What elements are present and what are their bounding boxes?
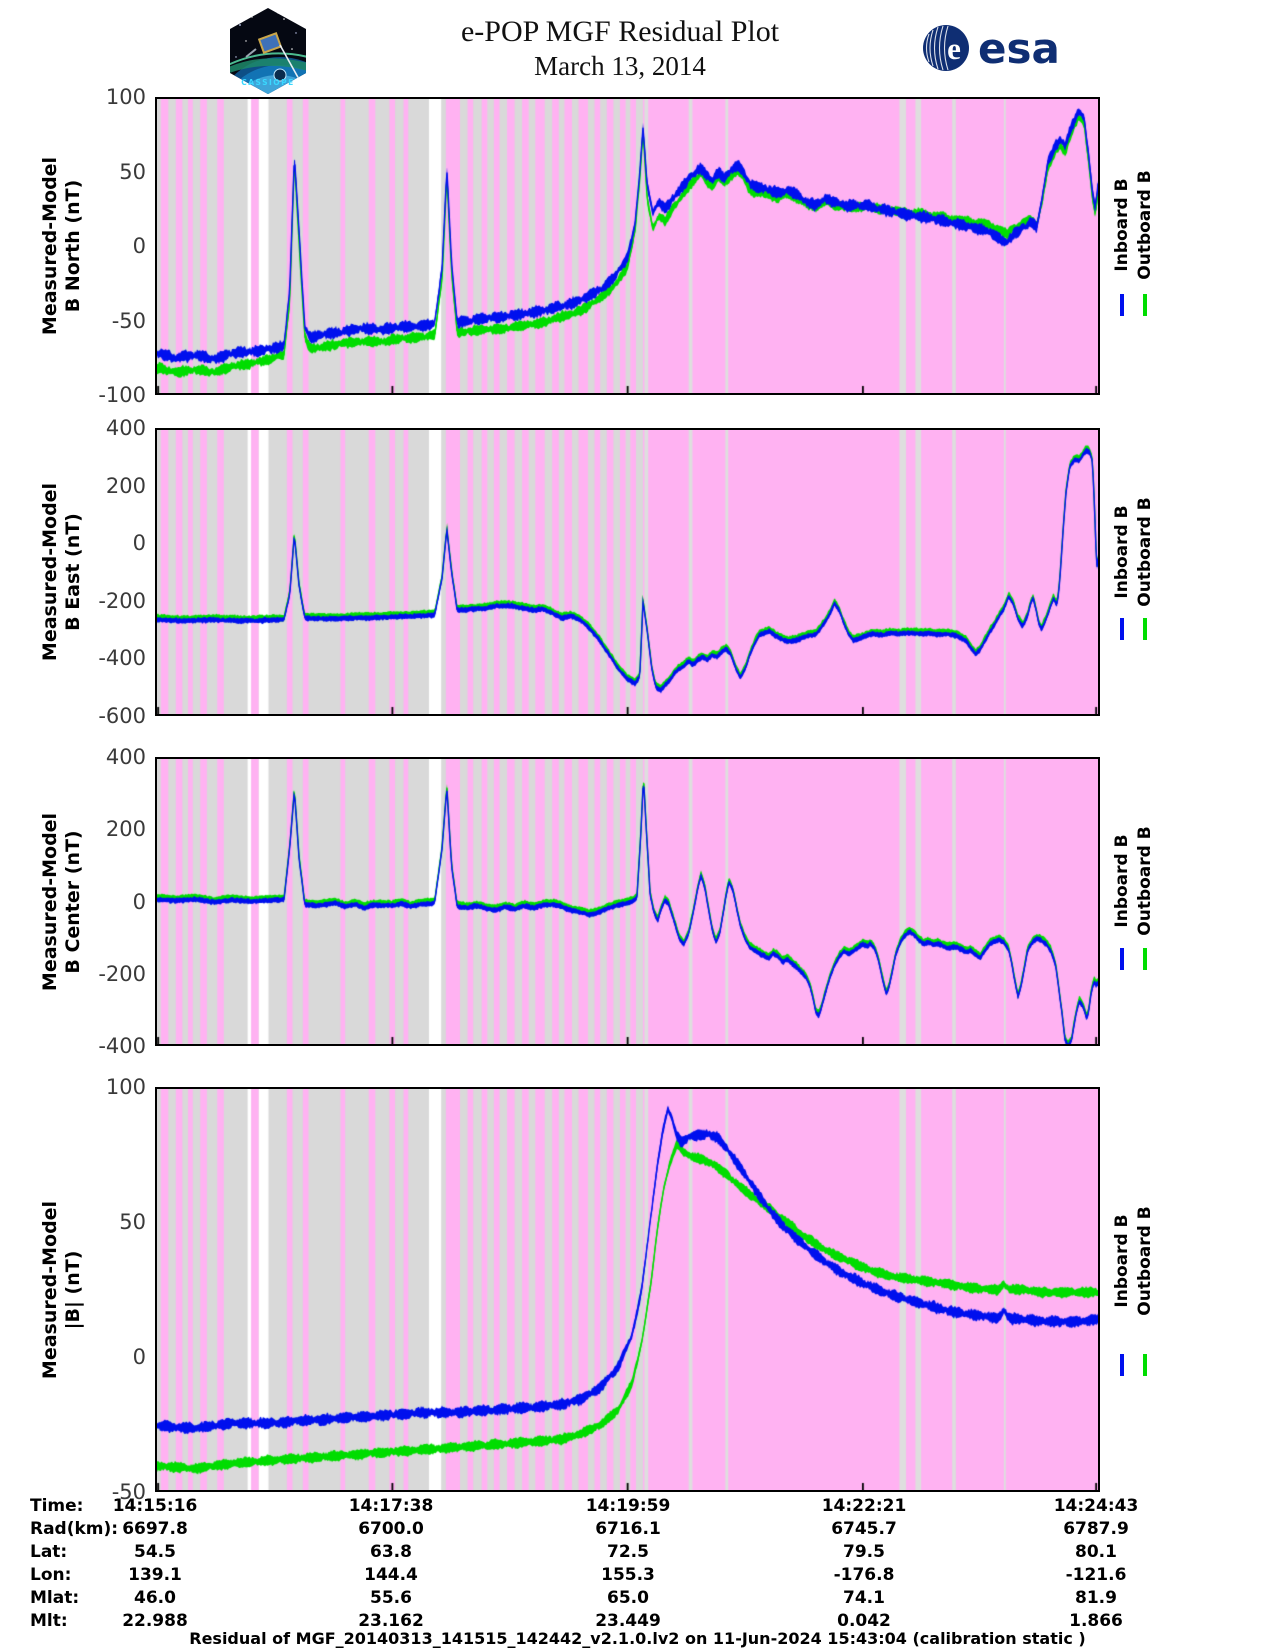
table-cell: 1.866: [1069, 1611, 1123, 1631]
table-cell: 46.0: [134, 1588, 176, 1608]
y-tick-label: -100: [98, 383, 146, 407]
table-cell: 55.6: [370, 1588, 412, 1608]
cassiope-patch-graphic: CASSIOPE: [228, 6, 308, 96]
esa-wordmark: esa: [978, 24, 1060, 73]
table-cell: 155.3: [601, 1565, 655, 1585]
table-row-label: Mlt:: [30, 1611, 68, 1631]
table-cell: 79.5: [843, 1542, 885, 1562]
legend-mark-inboard: [1120, 618, 1124, 641]
y-tick-label: 200: [105, 817, 146, 842]
table-cell: 54.5: [134, 1542, 176, 1562]
y-tick-label: -400: [98, 646, 146, 671]
legend-label-outboard: Outboard B: [1135, 170, 1155, 280]
cassiope-mission-patch: CASSIOPE: [222, 5, 314, 97]
table-cell: 23.162: [358, 1611, 424, 1631]
plot-area-b-north: [157, 99, 1098, 393]
y-tick-label: 50: [119, 1210, 146, 1234]
y-tick-label: -50: [111, 1480, 146, 1504]
table-cell: 22.988: [122, 1611, 188, 1631]
table-cell: 6745.7: [831, 1519, 897, 1539]
legend-label-outboard: Outboard B: [1135, 826, 1155, 936]
legend-mark-outboard: [1143, 1354, 1147, 1377]
table-row-label: Lon:: [30, 1565, 72, 1585]
legend-label-inboard: Inboard B: [1112, 505, 1132, 599]
table-cell: 74.1: [843, 1588, 885, 1608]
table-cell: 6700.0: [358, 1519, 424, 1539]
title-block: e-POP MGF Residual Plot March 13, 2014: [330, 14, 910, 82]
table-cell: 65.0: [607, 1588, 649, 1608]
y-axis-label: Measured-Model B East (nT): [39, 482, 84, 662]
y-tick-label: -200: [98, 961, 146, 986]
y-axis-label: Measured-Model B Center (nT): [39, 812, 84, 991]
panel-b-center: [155, 757, 1100, 1046]
plot-date: March 13, 2014: [534, 51, 706, 81]
table-cell: 14:24:43: [1053, 1496, 1139, 1516]
table-cell: 139.1: [128, 1565, 182, 1585]
panel-b-magnitude: [155, 1087, 1100, 1492]
table-cell: -121.6: [1065, 1565, 1127, 1585]
esa-logo-graphic: e esa: [923, 24, 1060, 73]
plot-area-b-east: [157, 430, 1098, 714]
y-tick-label: -200: [98, 588, 146, 613]
plot-title: e-POP MGF Residual Plot: [460, 15, 780, 48]
y-tick-label: 100: [105, 1075, 146, 1099]
panel-b-north: [155, 97, 1100, 395]
y-tick-label: -50: [111, 308, 146, 333]
table-row-label: Time:: [30, 1496, 84, 1516]
table-cell: 81.9: [1075, 1588, 1117, 1608]
esa-globe-e: e: [947, 31, 961, 66]
y-tick-label: 100: [105, 85, 146, 109]
table-row-label: Mlat:: [30, 1588, 80, 1608]
legend-mark-inboard: [1120, 947, 1124, 970]
legend-mark-outboard: [1143, 947, 1147, 970]
table-cell: 63.8: [370, 1542, 412, 1562]
table-cell: 14:19:59: [585, 1496, 671, 1516]
table-cell: 80.1: [1075, 1542, 1117, 1562]
y-tick-label: -400: [98, 1034, 146, 1058]
plot-area-b-magnitude: [157, 1089, 1098, 1490]
y-tick-label: -600: [98, 704, 146, 728]
esa-logo: e esa: [920, 22, 1070, 74]
y-tick-label: 400: [105, 416, 146, 440]
footer-caption: Residual of MGF_20140313_141515_142442_v…: [189, 1629, 1086, 1648]
legend-label-inboard: Inboard B: [1112, 178, 1132, 272]
y-tick-label: 0: [132, 531, 146, 556]
table-row-label: Lat:: [30, 1542, 68, 1562]
plot-area-b-center: [157, 759, 1098, 1044]
table-cell: 144.4: [364, 1565, 418, 1585]
table-cell: 14:17:38: [348, 1496, 434, 1516]
legend-mark-inboard: [1120, 293, 1124, 316]
table-cell: 14:22:21: [821, 1496, 907, 1516]
y-tick-label: 0: [132, 234, 146, 258]
y-tick-label: 0: [132, 889, 146, 914]
legend-label-outboard: Outboard B: [1135, 497, 1155, 607]
legend-mark-inboard: [1120, 1354, 1124, 1377]
legend-mark-outboard: [1143, 618, 1147, 641]
table-cell: 23.449: [595, 1611, 661, 1631]
table-cell: 14:15:16: [112, 1496, 198, 1516]
table-cell: 6697.8: [122, 1519, 188, 1539]
y-tick-label: 0: [132, 1345, 146, 1369]
panel-b-east: [155, 428, 1100, 716]
table-cell: 72.5: [607, 1542, 649, 1562]
legend-label-inboard: Inboard B: [1112, 834, 1132, 928]
y-axis-label: Measured-Model |B| (nT): [39, 1200, 84, 1379]
table-cell: 0.042: [837, 1611, 891, 1631]
patch-label: CASSIOPE: [241, 78, 295, 87]
y-axis-label: Measured-Model B North (nT): [39, 156, 84, 336]
table-cell: 6787.9: [1063, 1519, 1129, 1539]
legend-label-inboard: Inboard B: [1112, 1214, 1132, 1308]
y-tick-label: 50: [119, 159, 146, 184]
table-cell: -176.8: [833, 1565, 895, 1585]
table-row-label: Rad(km):: [30, 1519, 119, 1539]
legend-mark-outboard: [1143, 293, 1147, 316]
legend-label-outboard: Outboard B: [1135, 1206, 1155, 1316]
y-tick-label: 400: [105, 745, 146, 769]
y-tick-label: 200: [105, 473, 146, 498]
table-cell: 6716.1: [595, 1519, 661, 1539]
